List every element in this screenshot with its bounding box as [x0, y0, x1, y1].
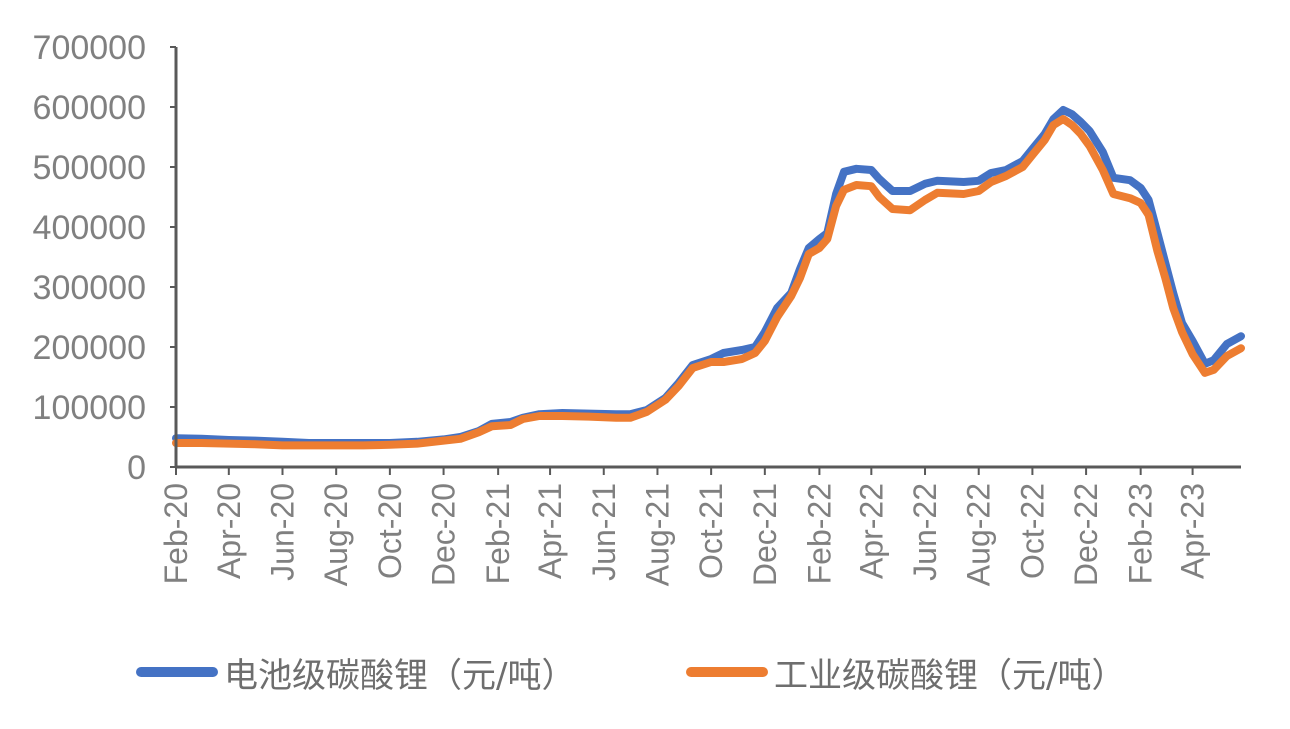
legend-item-industrial-grade: 工业级碳酸锂（元/吨） [686, 642, 1125, 702]
y-tick-label: 700000 [33, 29, 146, 67]
x-tick-label: Aug-21 [639, 483, 675, 586]
series-line-industrial-grade [172, 115, 1245, 450]
y-tick-label: 100000 [33, 389, 146, 427]
x-tick-label: Dec-22 [1068, 483, 1104, 586]
x-tick-label: Apr-21 [532, 483, 568, 579]
x-tick-label: Oct-21 [693, 483, 729, 579]
x-tick-label: Aug-20 [318, 483, 354, 586]
x-tick-label: Jun-21 [586, 483, 622, 581]
x-tick-label: Jun-20 [265, 483, 301, 581]
x-tick-label: Feb-20 [158, 483, 194, 584]
x-tick-label: Apr-23 [1175, 483, 1211, 579]
y-tick-label: 200000 [33, 329, 146, 367]
series-lines [172, 106, 1245, 450]
x-tick-label: Apr-20 [211, 483, 247, 579]
x-tick-label: Dec-21 [747, 483, 783, 586]
x-tick-label: Aug-22 [961, 483, 997, 586]
x-axis-ticks: Feb-20 Apr-20 Jun-20 Aug-20 Oct-20 Dec-20 Feb-… [158, 467, 1211, 586]
y-tick-label: 0 [127, 449, 146, 487]
x-tick-label: Dec-20 [426, 483, 462, 586]
x-tick-label: Jun-22 [907, 483, 943, 581]
x-tick-label: Oct-22 [1014, 483, 1050, 579]
y-tick-label: 400000 [33, 209, 146, 247]
y-tick-label: 600000 [33, 89, 146, 127]
x-tick-label: Oct-20 [372, 483, 408, 579]
y-tick-label: 500000 [33, 149, 146, 187]
x-tick-label: Feb-21 [480, 483, 516, 584]
y-axis-ticks: 0 100000 200000 300000 400000 500000 600000 700… [33, 29, 176, 487]
y-tick-label: 300000 [33, 269, 146, 307]
legend-swatch-industrial-grade [686, 667, 768, 677]
x-tick-label: Feb-22 [801, 483, 837, 584]
line-chart: 0 100000 200000 300000 400000 500000 600000 700… [33, 29, 1245, 586]
legend-swatch-battery-grade [136, 667, 218, 677]
legend: 电池级碳酸锂（元/吨） 工业级碳酸锂（元/吨） [0, 642, 1290, 702]
legend-item-battery-grade: 电池级碳酸锂（元/吨） [136, 642, 575, 702]
legend-label-industrial-grade: 工业级碳酸锂（元/吨） [774, 655, 1126, 696]
x-tick-label: Feb-23 [1123, 483, 1159, 584]
x-tick-label: Apr-22 [853, 483, 889, 579]
legend-label-battery-grade: 电池级碳酸锂（元/吨） [224, 655, 576, 696]
series-line-battery-grade [172, 106, 1245, 447]
